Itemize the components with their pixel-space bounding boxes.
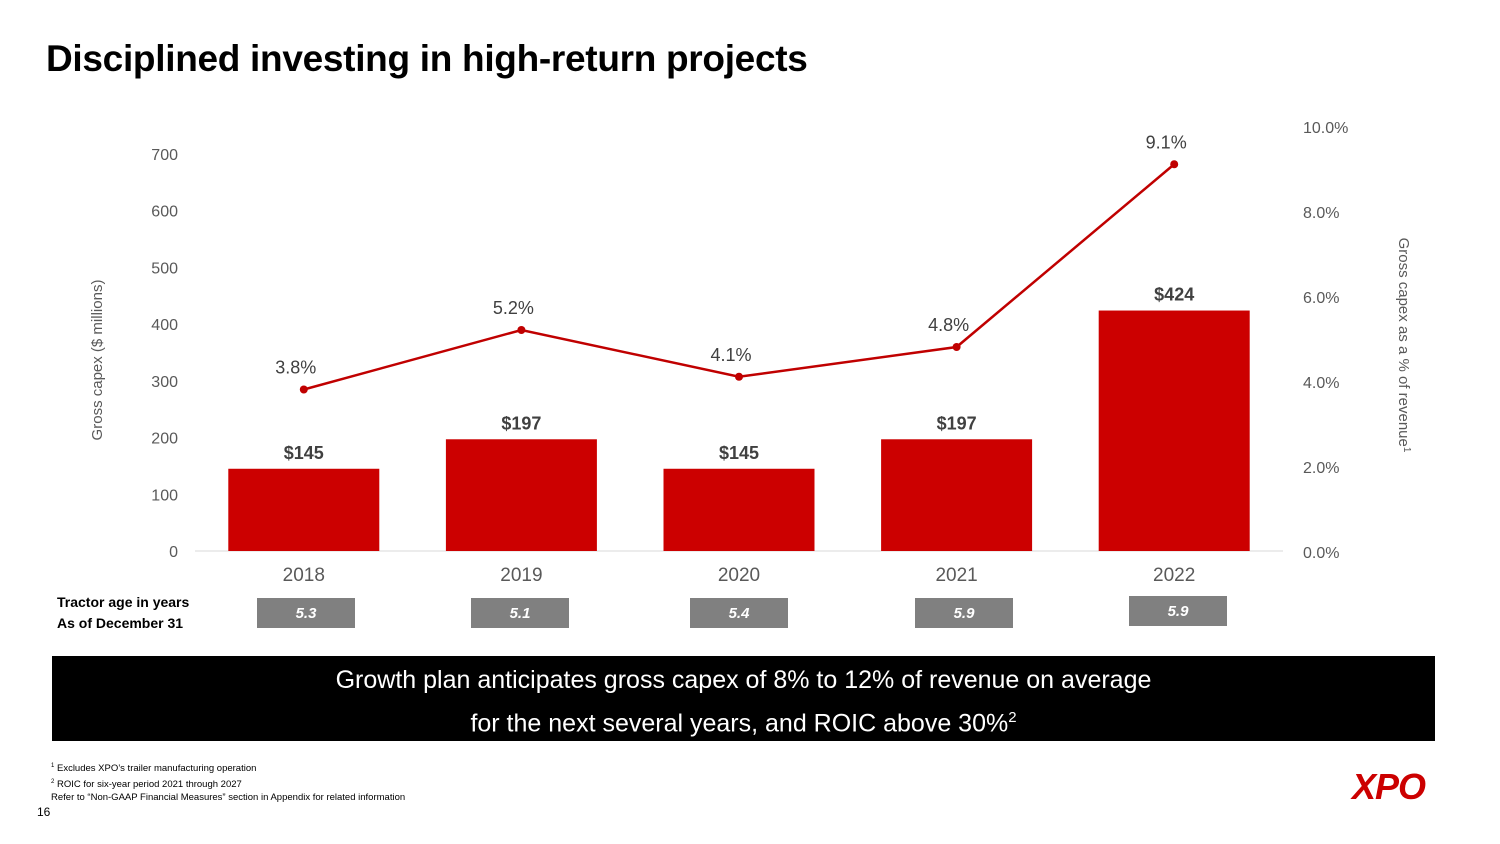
- pct-point-2020: [735, 372, 743, 381]
- bar-2018: [228, 468, 380, 551]
- xpo-logo: XPO: [1352, 766, 1426, 807]
- pct-point-2018: [299, 385, 308, 394]
- x-tick-label: 2018: [283, 565, 325, 586]
- capex-chart: 0 100 200 300 400 500 600 700 0.0% 2.0% 4.0% 6.0% 8.…: [89, 120, 1413, 586]
- page-title: Disciplined investing in high-return pro…: [46, 38, 808, 79]
- y2-tick-label: 8.0%: [1303, 205, 1339, 222]
- y-axis-title: Gross capex ($ millions): [89, 280, 106, 441]
- bar-value-label: $424: [1154, 285, 1194, 305]
- banner-line1: Growth plan anticipates gross capex of 8…: [335, 666, 1152, 694]
- bar-value-label: $145: [719, 443, 759, 463]
- footnote-2-text: ROIC for six-year period 2021 through 20…: [56, 778, 242, 790]
- pct-value-label: 3.8%: [275, 358, 316, 378]
- bar-value-label: $197: [937, 413, 977, 433]
- y-tick-label: 700: [151, 147, 178, 164]
- bar-value-label: $145: [284, 443, 324, 463]
- x-tick-label: 2021: [935, 565, 977, 586]
- pct-value-label: 4.1%: [710, 345, 751, 365]
- footnotes: 1 Excludes XPO’s trailer manufacturing o…: [51, 760, 405, 805]
- y2-axis-title: Gross capex as a % of revenue1: [1395, 238, 1413, 453]
- bar-2021: [881, 439, 1033, 551]
- x-tick-label: 2022: [1153, 565, 1195, 586]
- footnote-2-mark: 2: [51, 778, 55, 785]
- y-tick-label: 600: [151, 204, 178, 221]
- footnote-1: 1 Excludes XPO’s trailer manufacturing o…: [51, 760, 405, 776]
- bar-2022: [1098, 310, 1250, 551]
- y-tick-label: 300: [151, 374, 178, 391]
- banner-line2-sup: 2: [1008, 709, 1017, 726]
- bar-value-label: $197: [501, 413, 541, 433]
- pct-value-label: 9.1%: [1146, 132, 1187, 152]
- y2-tick-label: 10.0%: [1303, 120, 1348, 137]
- tractor-age-label-line2: As of December 31: [57, 615, 184, 631]
- pct-value-label: 4.8%: [928, 315, 969, 335]
- page-number: 16: [37, 805, 51, 819]
- pct-point-2021: [952, 343, 961, 351]
- x-tick-label: 2020: [718, 565, 760, 586]
- footnote-1-text: Excludes XPO’s trailer manufacturing ope…: [56, 763, 257, 775]
- y-tick-label: 400: [151, 317, 178, 334]
- y2-tick-label: 4.0%: [1303, 375, 1339, 392]
- tractor-age-2020: 5.4: [690, 598, 788, 628]
- pct-point-2019: [517, 326, 526, 334]
- bar-2020: [663, 468, 815, 551]
- tractor-age-2021: 5.9: [915, 598, 1013, 628]
- y-tick-label: 100: [151, 487, 178, 504]
- banner-line2-wrap: for the next several years, and ROIC abo…: [52, 699, 1435, 742]
- growth-plan-banner: Growth plan anticipates gross capex of 8…: [52, 656, 1435, 741]
- y2-tick-label: 0.0%: [1303, 545, 1339, 562]
- tractor-age-2019: 5.1: [471, 598, 569, 628]
- tractor-age-label-line1: Tractor age in years: [57, 594, 190, 610]
- bar-2019: [445, 439, 597, 551]
- pct-point-2022: [1170, 160, 1179, 169]
- x-tick-label: 2019: [500, 565, 542, 586]
- footnote-1-mark: 1: [51, 763, 55, 769]
- banner-line2: for the next several years, and ROIC abo…: [470, 709, 1009, 738]
- footnote-3: Refer to “Non-GAAP Financial Measures” s…: [51, 792, 406, 804]
- y-tick-label: 200: [151, 431, 178, 448]
- y2-axis-title-sup: 1: [1402, 447, 1413, 453]
- tractor-age-2018: 5.3: [257, 598, 355, 628]
- y2-tick-label: 2.0%: [1303, 460, 1339, 477]
- pct-value-label: 5.2%: [493, 298, 534, 318]
- tractor-age-label: Tractor age in years As of December 31: [57, 592, 189, 634]
- y-tick-label: 0: [169, 544, 178, 561]
- footnote-2: 2 ROIC for six-year period 2021 through …: [51, 776, 405, 792]
- tractor-age-2022: 5.9: [1129, 596, 1227, 626]
- y2-tick-label: 6.0%: [1303, 290, 1339, 307]
- y-tick-label: 500: [151, 260, 178, 277]
